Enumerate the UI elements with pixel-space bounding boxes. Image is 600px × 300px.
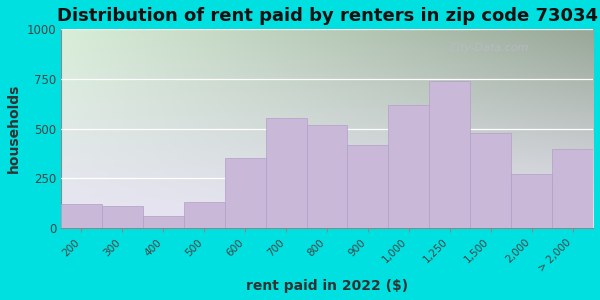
Title: Distribution of rent paid by renters in zip code 73034: Distribution of rent paid by renters in … — [56, 7, 598, 25]
Bar — [61, 204, 102, 228]
Bar — [430, 81, 470, 228]
Bar — [307, 125, 347, 228]
Bar — [511, 174, 552, 228]
Bar — [552, 148, 593, 228]
Bar — [102, 206, 143, 228]
Text: City-Data.com: City-Data.com — [449, 43, 529, 53]
Bar — [224, 158, 266, 228]
Bar — [143, 216, 184, 228]
Bar — [388, 105, 430, 228]
Bar — [347, 145, 388, 228]
Bar — [184, 202, 224, 228]
Bar — [470, 133, 511, 228]
Bar — [266, 118, 307, 228]
X-axis label: rent paid in 2022 ($): rent paid in 2022 ($) — [246, 279, 408, 293]
Y-axis label: households: households — [7, 84, 21, 173]
